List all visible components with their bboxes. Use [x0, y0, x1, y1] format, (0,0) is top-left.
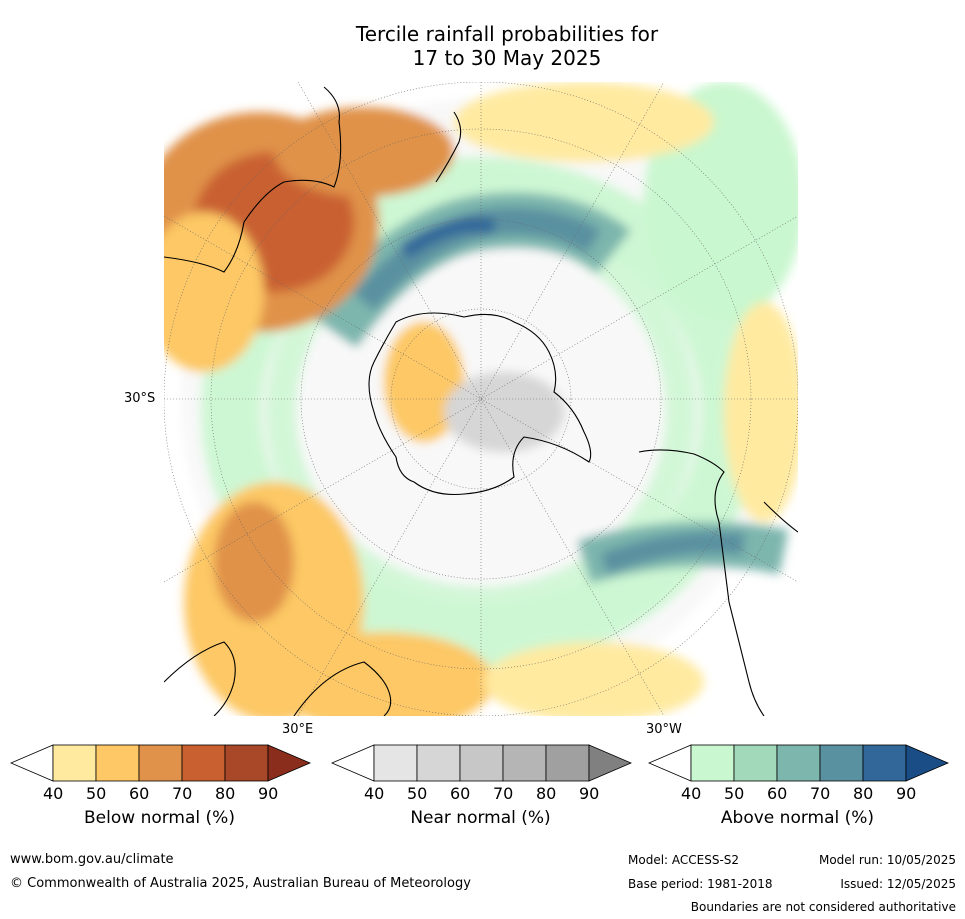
- south-america-coast-2: [763, 501, 798, 533]
- below-normal-tick-label: 50: [86, 784, 107, 803]
- footer-model: Model: ACCESS-S2: [628, 853, 740, 867]
- near-normal-colorbar-segment: [545, 744, 590, 782]
- above-normal-colorbar-max-triangle: [905, 744, 950, 782]
- above-normal-colorbar-min-triangle: [647, 744, 692, 782]
- below-normal-colorbar-segment: [138, 744, 183, 782]
- map-title: Tercile rainfall probabilities for 17 to…: [0, 22, 965, 70]
- near-normal-tick-label: 50: [407, 784, 428, 803]
- above-normal-tick-label: 90: [896, 784, 917, 803]
- title-line-2: 17 to 30 May 2025: [412, 46, 602, 70]
- above-normal-tick-label: 50: [724, 784, 745, 803]
- below-normal-colorbar-segment: [95, 744, 140, 782]
- above-normal-colorbar-segment: [819, 744, 864, 782]
- australia-coast: [164, 86, 342, 273]
- above-normal-colorbar-segment: [733, 744, 778, 782]
- below-normal-tick-label: 90: [258, 784, 279, 803]
- footer-url: www.bom.gov.au/climate: [10, 852, 174, 867]
- near-normal-colorbar-title: Near normal (%): [410, 808, 551, 828]
- near-normal-tick-label: 80: [536, 784, 557, 803]
- coastlines: [164, 86, 798, 716]
- near-normal-colorbar-min-triangle: [330, 744, 375, 782]
- below-normal-colorbar-title: Below normal (%): [84, 808, 235, 828]
- near-normal-tick-label: 40: [364, 784, 385, 803]
- near-normal-colorbar-segment: [416, 744, 461, 782]
- title-line-1: Tercile rainfall probabilities for: [355, 22, 659, 46]
- below-normal-tick-label: 70: [172, 784, 193, 803]
- below-normal-colorbar-max-triangle: [267, 744, 312, 782]
- above-normal-tick-label: 40: [681, 784, 702, 803]
- below-normal-colorbar-min-triangle: [9, 744, 54, 782]
- footer-disclaimer: Boundaries are not considered authoritat…: [690, 900, 956, 914]
- near-normal-colorbar: [330, 744, 633, 786]
- below-normal-colorbar-segment: [52, 744, 97, 782]
- africa-coast-2: [293, 661, 392, 716]
- map-svg: [164, 82, 798, 716]
- above-normal-tick-label: 80: [853, 784, 874, 803]
- graticule: [164, 82, 798, 716]
- above-normal-colorbar-segment: [862, 744, 907, 782]
- above-normal-colorbar-segment: [776, 744, 821, 782]
- near-normal-tick-label: 90: [579, 784, 600, 803]
- below-normal-colorbar-segment: [181, 744, 226, 782]
- below-normal-tick-label: 80: [215, 784, 236, 803]
- above-normal-tick-label: 60: [767, 784, 788, 803]
- lat-label-30s: 30°S: [124, 391, 156, 406]
- near-normal-colorbar-segment: [373, 744, 418, 782]
- africa-coast: [164, 641, 236, 716]
- near-normal-colorbar-segment: [502, 744, 547, 782]
- lon-label-30w: 30°W: [646, 722, 682, 737]
- above-normal-colorbar-title: Above normal (%): [720, 808, 875, 828]
- below-normal-tick-label: 40: [43, 784, 64, 803]
- south-america-coast: [638, 449, 765, 716]
- above-normal-colorbar-segment: [690, 744, 735, 782]
- polar-map[interactable]: [164, 82, 798, 716]
- above-normal-tick-label: 70: [810, 784, 831, 803]
- above-normal-colorbar: [647, 744, 950, 786]
- near-normal-tick-label: 70: [493, 784, 514, 803]
- footer-issued: Issued: 12/05/2025: [840, 877, 956, 891]
- footer-model-run: Model run: 10/05/2025: [818, 853, 956, 867]
- lon-label-30e: 30°E: [282, 722, 314, 737]
- below-normal-tick-label: 60: [129, 784, 150, 803]
- below-normal-colorbar: [9, 744, 312, 786]
- footer-base-period: Base period: 1981-2018: [628, 877, 773, 891]
- below-normal-colorbar-segment: [224, 744, 269, 782]
- near-normal-tick-label: 60: [450, 784, 471, 803]
- near-normal-colorbar-max-triangle: [588, 744, 633, 782]
- new-zealand-coast: [435, 111, 462, 183]
- footer-copyright: © Commonwealth of Australia 2025, Austra…: [10, 876, 471, 891]
- antarctica-coast: [368, 312, 592, 496]
- near-normal-colorbar-segment: [459, 744, 504, 782]
